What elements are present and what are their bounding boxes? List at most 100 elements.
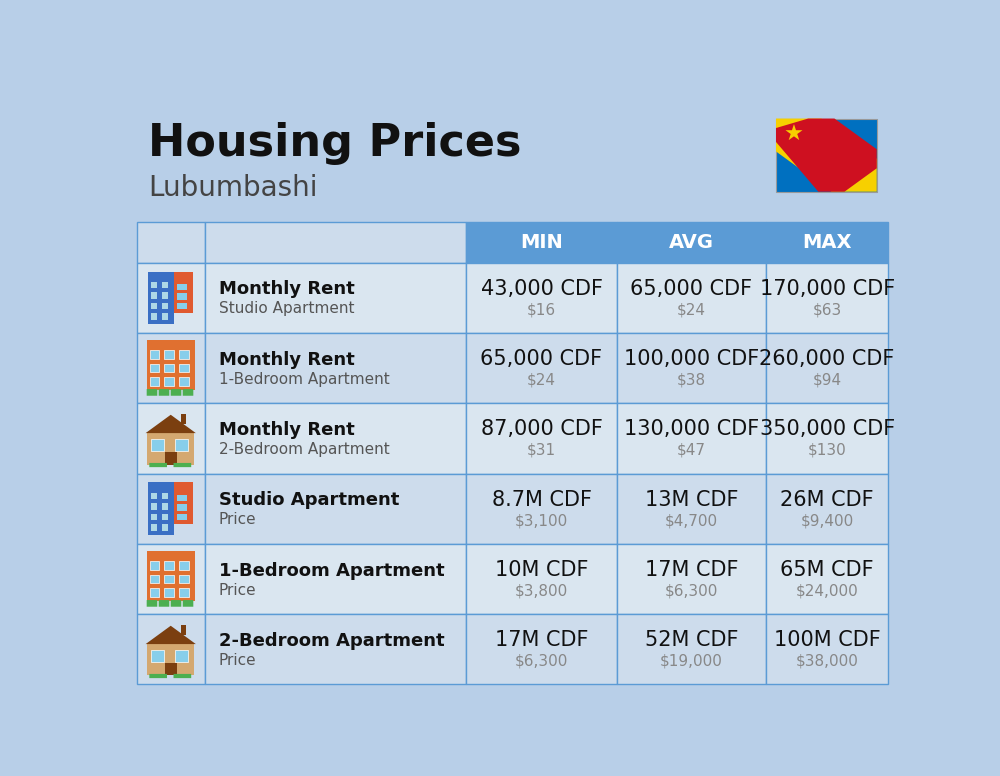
Text: 65,000 CDF: 65,000 CDF: [630, 279, 753, 299]
FancyBboxPatch shape: [151, 650, 164, 662]
FancyBboxPatch shape: [766, 404, 888, 473]
FancyBboxPatch shape: [162, 314, 168, 320]
FancyBboxPatch shape: [179, 588, 189, 597]
Text: Studio Apartment: Studio Apartment: [219, 301, 354, 317]
FancyBboxPatch shape: [177, 303, 187, 309]
FancyBboxPatch shape: [617, 223, 766, 262]
Text: 260,000 CDF: 260,000 CDF: [759, 349, 895, 369]
FancyBboxPatch shape: [162, 504, 168, 510]
FancyBboxPatch shape: [205, 262, 466, 333]
FancyBboxPatch shape: [137, 404, 205, 473]
FancyBboxPatch shape: [162, 293, 168, 299]
FancyBboxPatch shape: [466, 473, 617, 544]
FancyBboxPatch shape: [137, 544, 205, 614]
Text: $9,400: $9,400: [801, 513, 854, 528]
Text: 2-Bedroom Apartment: 2-Bedroom Apartment: [219, 442, 390, 457]
Text: $16: $16: [527, 302, 556, 317]
FancyBboxPatch shape: [181, 625, 186, 635]
FancyBboxPatch shape: [766, 614, 888, 684]
Text: Price: Price: [219, 653, 256, 668]
FancyBboxPatch shape: [137, 333, 205, 404]
FancyBboxPatch shape: [617, 473, 766, 544]
FancyBboxPatch shape: [164, 574, 174, 584]
FancyBboxPatch shape: [151, 493, 157, 499]
FancyBboxPatch shape: [181, 414, 186, 424]
FancyBboxPatch shape: [151, 303, 157, 309]
FancyBboxPatch shape: [776, 119, 877, 192]
FancyBboxPatch shape: [177, 284, 187, 290]
FancyBboxPatch shape: [150, 574, 159, 584]
Text: $130: $130: [808, 443, 847, 458]
FancyBboxPatch shape: [177, 514, 187, 520]
FancyBboxPatch shape: [151, 504, 157, 510]
Text: $3,800: $3,800: [515, 584, 568, 598]
Polygon shape: [776, 119, 877, 192]
Text: 350,000 CDF: 350,000 CDF: [760, 419, 895, 439]
FancyBboxPatch shape: [177, 495, 187, 501]
FancyBboxPatch shape: [151, 439, 164, 452]
FancyBboxPatch shape: [179, 350, 189, 359]
FancyBboxPatch shape: [150, 561, 159, 570]
Text: 100M CDF: 100M CDF: [774, 630, 881, 650]
FancyBboxPatch shape: [162, 282, 168, 288]
Text: $47: $47: [677, 443, 706, 458]
FancyBboxPatch shape: [617, 333, 766, 404]
FancyBboxPatch shape: [150, 588, 159, 597]
FancyBboxPatch shape: [179, 364, 189, 372]
FancyBboxPatch shape: [162, 493, 168, 499]
Text: $6,300: $6,300: [515, 653, 568, 669]
FancyBboxPatch shape: [147, 600, 157, 607]
FancyBboxPatch shape: [162, 303, 168, 309]
FancyBboxPatch shape: [205, 333, 466, 404]
Text: AVG: AVG: [669, 233, 714, 252]
FancyBboxPatch shape: [466, 262, 617, 333]
Text: $63: $63: [813, 302, 842, 317]
Text: 26M CDF: 26M CDF: [780, 490, 874, 510]
FancyBboxPatch shape: [177, 293, 187, 300]
FancyBboxPatch shape: [162, 525, 168, 531]
Text: 8.7M CDF: 8.7M CDF: [492, 490, 592, 510]
FancyBboxPatch shape: [151, 514, 157, 520]
Text: $24,000: $24,000: [796, 584, 859, 598]
Polygon shape: [776, 119, 877, 192]
FancyBboxPatch shape: [147, 389, 157, 396]
FancyBboxPatch shape: [466, 544, 617, 614]
FancyBboxPatch shape: [147, 551, 195, 601]
Text: Monthly Rent: Monthly Rent: [219, 280, 355, 298]
FancyBboxPatch shape: [766, 333, 888, 404]
FancyBboxPatch shape: [151, 293, 157, 299]
FancyBboxPatch shape: [159, 389, 169, 396]
FancyBboxPatch shape: [617, 262, 766, 333]
FancyBboxPatch shape: [148, 483, 174, 535]
FancyBboxPatch shape: [205, 614, 466, 684]
FancyBboxPatch shape: [164, 377, 174, 386]
Text: Lubumbashi: Lubumbashi: [148, 174, 318, 202]
Text: MIN: MIN: [520, 233, 563, 252]
FancyBboxPatch shape: [165, 452, 177, 465]
FancyBboxPatch shape: [466, 404, 617, 473]
FancyBboxPatch shape: [165, 663, 177, 675]
Text: MAX: MAX: [802, 233, 852, 252]
FancyBboxPatch shape: [617, 404, 766, 473]
FancyBboxPatch shape: [174, 463, 191, 467]
FancyBboxPatch shape: [175, 439, 188, 452]
FancyBboxPatch shape: [183, 389, 193, 396]
Text: $6,300: $6,300: [665, 584, 718, 598]
Text: 1-Bedroom Apartment: 1-Bedroom Apartment: [219, 562, 444, 580]
Text: $38: $38: [677, 372, 706, 387]
FancyBboxPatch shape: [617, 614, 766, 684]
FancyBboxPatch shape: [174, 483, 193, 525]
Text: 170,000 CDF: 170,000 CDF: [760, 279, 895, 299]
FancyBboxPatch shape: [164, 350, 174, 359]
Text: $94: $94: [813, 372, 842, 387]
FancyBboxPatch shape: [766, 262, 888, 333]
FancyBboxPatch shape: [151, 282, 157, 288]
FancyBboxPatch shape: [766, 473, 888, 544]
Polygon shape: [146, 415, 196, 433]
FancyBboxPatch shape: [466, 333, 617, 404]
FancyBboxPatch shape: [205, 223, 466, 262]
FancyBboxPatch shape: [179, 561, 189, 570]
FancyBboxPatch shape: [174, 272, 193, 314]
FancyBboxPatch shape: [150, 364, 159, 372]
FancyBboxPatch shape: [766, 544, 888, 614]
